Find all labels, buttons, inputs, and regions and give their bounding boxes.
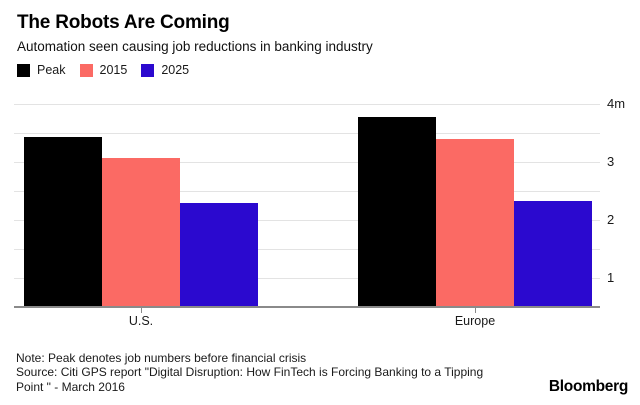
bar-us-2025 <box>180 202 258 307</box>
bar-europe-2025 <box>514 201 592 307</box>
x-axis-tick-us <box>141 308 142 313</box>
legend-item-peak: Peak <box>17 63 66 77</box>
page-title: The Robots Are Coming <box>17 12 230 33</box>
chart-subtitle: Automation seen causing job reductions i… <box>17 39 373 54</box>
x-axis-tick-europe <box>475 308 476 313</box>
legend-item-2025: 2025 <box>141 63 189 77</box>
gridline-3 <box>14 162 600 164</box>
legend-swatch-icon <box>17 63 30 77</box>
gridline-1 <box>14 277 600 279</box>
y-axis-label-3: 3 <box>607 154 615 170</box>
bar-us-2015 <box>102 158 180 307</box>
legend-swatch-icon <box>79 63 93 77</box>
gridline-1.5 <box>14 248 600 250</box>
source-text-line1: Source: Citi GPS report "Digital Disrupt… <box>16 365 484 380</box>
y-axis-label-4: 4m <box>607 96 626 112</box>
legend-label: 2015 <box>99 63 128 77</box>
footnotes: Note: Peak denotes job numbers before fi… <box>16 351 483 394</box>
x-axis-label-europe: Europe <box>454 314 496 328</box>
gridline-4 <box>14 104 600 106</box>
chart-legend: Peak 2015 2025 <box>17 63 203 77</box>
bar-europe-2015 <box>436 139 514 307</box>
bar-us-peak <box>24 137 102 307</box>
gridline-2.5 <box>14 191 600 192</box>
legend-label: Peak <box>37 63 66 77</box>
x-axis-label-us: U.S. <box>128 314 154 328</box>
y-axis-label-1: 1 <box>607 269 615 285</box>
bloomberg-logo: Bloomberg <box>548 378 628 395</box>
gridline-2 <box>14 219 600 221</box>
bar-europe-peak <box>358 117 436 307</box>
source-text-line2: Point " - March 2016 <box>16 379 125 394</box>
gridline-3.5 <box>14 133 600 135</box>
legend-item-2015: 2015 <box>79 63 128 77</box>
note-text: Note: Peak denotes job numbers before fi… <box>16 351 307 365</box>
legend-label: 2025 <box>161 63 190 77</box>
x-axis-line <box>14 306 600 308</box>
y-axis-label-2: 2 <box>607 211 615 227</box>
legend-swatch-icon <box>141 63 155 77</box>
